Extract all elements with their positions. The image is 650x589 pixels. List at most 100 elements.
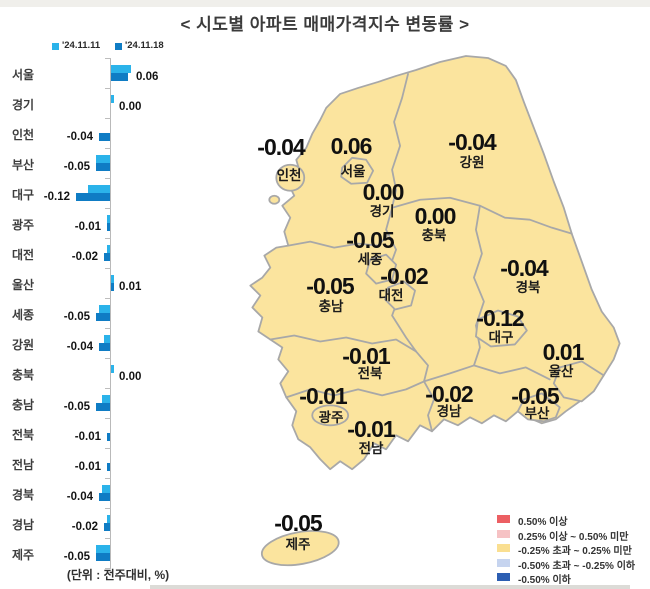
bar-region-label: 전북 bbox=[12, 428, 35, 442]
map-incheon-islet bbox=[268, 194, 281, 205]
map-region-value: -0.02 bbox=[425, 381, 473, 407]
map-legend-row: -0.25% 초과 ~ 0.25% 미만 bbox=[497, 542, 647, 557]
map-region-value: -0.05 bbox=[274, 510, 322, 536]
axis-tick bbox=[105, 508, 111, 509]
map-region-name: 대구 bbox=[488, 330, 514, 345]
bar-value-label: -0.05 bbox=[63, 311, 90, 323]
bar-value-label: -0.04 bbox=[66, 491, 93, 503]
axis-tick bbox=[105, 118, 111, 119]
bar-value-label: -0.01 bbox=[74, 431, 101, 443]
map-region-gwangju bbox=[311, 404, 350, 427]
bar-prev-week bbox=[107, 515, 110, 523]
map-region-jeju bbox=[260, 530, 340, 567]
bar-curr-week bbox=[76, 193, 110, 201]
bar-region-label: 대전 bbox=[12, 248, 35, 262]
axis-tick bbox=[105, 418, 111, 419]
legend-label: '24.11.18 bbox=[125, 40, 164, 51]
legend-swatch bbox=[52, 43, 59, 50]
axis-tick bbox=[105, 178, 111, 179]
map-legend-label: 0.50% 이상 bbox=[518, 517, 568, 528]
bar-region-label: 경기 bbox=[12, 98, 35, 112]
bar-region-label: 부산 bbox=[12, 158, 35, 172]
bar-prev-week bbox=[102, 485, 110, 493]
bar-region-label: 강원 bbox=[12, 338, 35, 352]
map-region-value: 0.01 bbox=[542, 339, 585, 365]
axis-tick bbox=[105, 568, 111, 569]
map-region-value: 0.00 bbox=[414, 203, 457, 229]
map-legend-row: 0.50% 이상 bbox=[497, 513, 647, 528]
axis-tick bbox=[105, 358, 111, 359]
bar-prev-week bbox=[107, 245, 110, 253]
map-region-name: 경남 bbox=[436, 404, 462, 419]
bar-prev-week bbox=[102, 395, 110, 403]
legend-label: '24.11.11 bbox=[62, 40, 101, 51]
map-region-name: 울산 bbox=[548, 364, 574, 379]
axis-tick bbox=[105, 58, 111, 59]
bar-region-label: 서울 bbox=[12, 68, 35, 82]
bar-curr-week bbox=[99, 343, 110, 351]
bar-value-label: -0.01 bbox=[74, 221, 101, 233]
bar-prev-week bbox=[111, 95, 114, 103]
bar-region-label: 울산 bbox=[12, 278, 35, 292]
bar-value-label: -0.02 bbox=[71, 521, 98, 533]
map-region-name: 서울 bbox=[340, 164, 366, 179]
axis-tick bbox=[105, 298, 111, 299]
bar-prev-week bbox=[99, 305, 110, 313]
map-region-name: 제주 bbox=[285, 537, 311, 552]
map-region-sejong bbox=[365, 253, 397, 285]
map-region-incheon bbox=[275, 163, 306, 192]
bar-region-label: 광주 bbox=[12, 218, 35, 232]
unit-note: (단위 : 전주대비, %) bbox=[66, 568, 170, 582]
map-region-value: -0.01 bbox=[347, 416, 395, 442]
top-border-strip bbox=[0, 0, 650, 7]
bar-curr-week bbox=[111, 283, 114, 291]
bar-curr-week bbox=[99, 133, 110, 141]
bar-curr-week bbox=[96, 163, 110, 171]
axis-tick bbox=[105, 448, 111, 449]
map-region-daejeon bbox=[384, 280, 416, 311]
bar-value-label: -0.12 bbox=[43, 191, 70, 203]
map-region-busan bbox=[516, 392, 561, 423]
bar-value-label: -0.04 bbox=[66, 131, 93, 143]
map-region-name: 전남 bbox=[358, 441, 384, 456]
bar-value-label: -0.05 bbox=[63, 551, 90, 563]
map-region-value: -0.04 bbox=[257, 134, 305, 160]
map-region-mainland bbox=[249, 55, 621, 471]
map-region-name: 인천 bbox=[276, 168, 302, 183]
bar-curr-week bbox=[104, 523, 110, 531]
map-region-name: 세종 bbox=[357, 252, 383, 267]
map-legend-label: -0.50% 이하 bbox=[518, 575, 571, 587]
map-legend-swatch bbox=[497, 515, 510, 523]
bar-value-label: -0.04 bbox=[66, 341, 93, 353]
bar-curr-week bbox=[96, 553, 110, 561]
bar-curr-week bbox=[99, 493, 110, 501]
bar-region-label: 세종 bbox=[12, 308, 35, 322]
axis-tick bbox=[105, 328, 111, 329]
map-legend-swatch bbox=[497, 573, 510, 582]
axis-tick bbox=[105, 388, 111, 389]
map-legend-swatch bbox=[497, 558, 510, 567]
bar-prev-week bbox=[111, 65, 131, 73]
legend-swatch bbox=[115, 43, 122, 50]
map-region-value: 0.00 bbox=[362, 179, 405, 205]
bar-curr-week bbox=[96, 313, 110, 321]
bar-region-label: 대구 bbox=[12, 188, 35, 202]
map-legend-label: -0.50% 초과 ~ -0.25% 이하 bbox=[518, 560, 636, 572]
bar-prev-week bbox=[96, 545, 110, 553]
bar-prev-week bbox=[107, 215, 110, 223]
axis-tick bbox=[105, 148, 111, 149]
bar-curr-week bbox=[96, 403, 110, 411]
bar-value-label: -0.02 bbox=[71, 251, 98, 263]
bar-prev-week bbox=[111, 365, 114, 373]
korea-map-svg bbox=[249, 55, 621, 567]
bar-region-label: 제주 bbox=[12, 548, 35, 562]
bottom-border-strip bbox=[150, 585, 630, 589]
chart-legend-item: '24.11.11 bbox=[52, 40, 112, 52]
bar-curr-week bbox=[107, 463, 110, 471]
bar-region-label: 충남 bbox=[12, 398, 35, 412]
map-region-name: 대전 bbox=[378, 288, 404, 303]
map-legend-label: 0.25% 이상 ~ 0.50% 미만 bbox=[518, 531, 629, 543]
map-region-name: 충북 bbox=[421, 228, 447, 243]
axis-tick bbox=[105, 208, 111, 209]
